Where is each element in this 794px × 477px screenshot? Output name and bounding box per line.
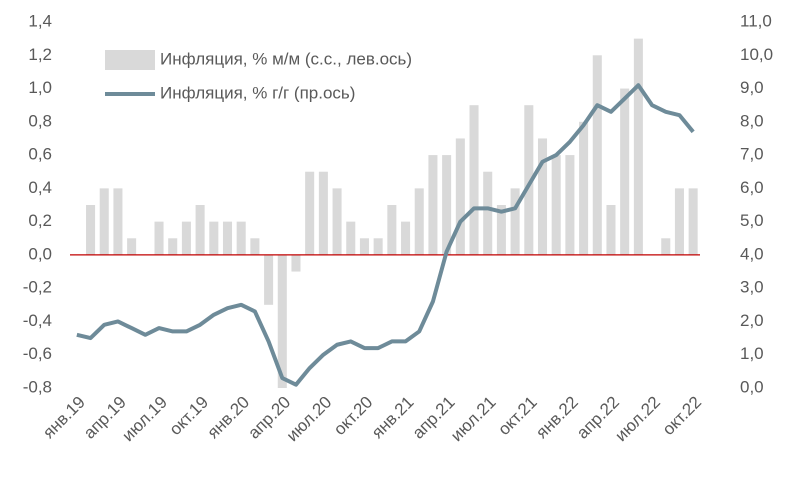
bar	[428, 155, 438, 255]
bar	[305, 171, 315, 255]
y2-tick-label: 10,0	[740, 45, 773, 64]
legend-swatch	[105, 50, 155, 70]
y-tick-label: 1,0	[28, 78, 52, 97]
y-tick-label: 0,6	[28, 145, 52, 164]
bar	[401, 221, 411, 255]
y2-tick-label: 7,0	[740, 145, 764, 164]
y-tick-label: 0,8	[28, 111, 52, 130]
y2-tick-label: 2,0	[740, 311, 764, 330]
bar	[469, 105, 479, 255]
legend-label: Инфляция, % м/м (с.с., лев.ось)	[160, 49, 412, 68]
x-tick-label: янв.20	[204, 393, 254, 443]
y-tick-label: 1,2	[28, 45, 52, 64]
bar	[264, 254, 274, 305]
bar	[496, 205, 506, 255]
y-tick-label: -0,2	[23, 278, 52, 297]
bar	[127, 238, 137, 255]
bar	[318, 171, 328, 255]
y2-tick-label: 3,0	[740, 278, 764, 297]
x-tick-label: июл.21	[447, 393, 500, 446]
legend-label: Инфляция, % г/г (пр.ось)	[160, 83, 355, 102]
bar	[606, 205, 616, 255]
x-tick-label: янв.19	[39, 393, 89, 443]
bar	[195, 205, 205, 255]
y-tick-label: -0,4	[23, 311, 52, 330]
bar	[373, 238, 383, 255]
bar	[414, 188, 424, 255]
bar	[483, 171, 493, 255]
x-tick-label: окт.22	[659, 393, 705, 439]
bar	[592, 55, 602, 255]
bar	[291, 254, 301, 272]
x-tick-label: янв.22	[532, 393, 582, 443]
x-tick-label: окт.19	[166, 393, 212, 439]
y-tick-label: 0,2	[28, 211, 52, 230]
x-tick-label: июл.20	[283, 393, 336, 446]
x-tick-label: янв.21	[368, 393, 418, 443]
bar	[113, 188, 123, 255]
y-tick-label: 0,0	[28, 244, 52, 263]
bar	[537, 138, 548, 255]
bar	[250, 238, 260, 255]
y-tick-label: -0,8	[23, 377, 52, 396]
bar	[661, 238, 671, 255]
bar	[387, 205, 397, 255]
bar	[510, 188, 520, 255]
y2-tick-label: 0,0	[740, 377, 764, 396]
bar	[442, 155, 452, 255]
bar	[359, 238, 369, 255]
bar	[222, 221, 233, 255]
y-tick-label: 0,4	[28, 178, 52, 197]
bar	[620, 88, 630, 255]
y2-tick-label: 9,0	[740, 78, 764, 97]
bar	[168, 238, 178, 255]
y-tick-label: -0,6	[23, 344, 52, 363]
bar	[99, 188, 109, 255]
bar	[209, 221, 219, 255]
bar	[332, 188, 342, 255]
bar	[455, 138, 465, 255]
bar	[86, 205, 96, 255]
y2-tick-label: 1,0	[740, 344, 764, 363]
bar	[277, 254, 287, 388]
bar	[674, 188, 684, 255]
bar	[688, 188, 698, 255]
bar	[551, 155, 561, 255]
x-tick-label: июл.22	[611, 393, 664, 446]
x-tick-label: окт.21	[494, 393, 540, 439]
x-tick-label: июл.19	[118, 393, 171, 446]
bar	[181, 221, 191, 255]
y2-tick-label: 8,0	[740, 111, 764, 130]
y2-tick-label: 4,0	[740, 244, 764, 263]
y2-tick-label: 11,0	[740, 11, 772, 30]
bar	[633, 38, 643, 255]
bar	[524, 105, 534, 255]
bar	[346, 221, 356, 255]
bar	[236, 221, 246, 255]
y2-tick-label: 6,0	[740, 178, 764, 197]
bar	[565, 155, 575, 255]
bar	[154, 221, 164, 255]
y2-tick-label: 5,0	[740, 211, 764, 230]
y-tick-label: 1,4	[28, 11, 52, 30]
line	[76, 83, 695, 387]
bar	[579, 121, 589, 255]
x-tick-label: окт.20	[330, 393, 376, 439]
